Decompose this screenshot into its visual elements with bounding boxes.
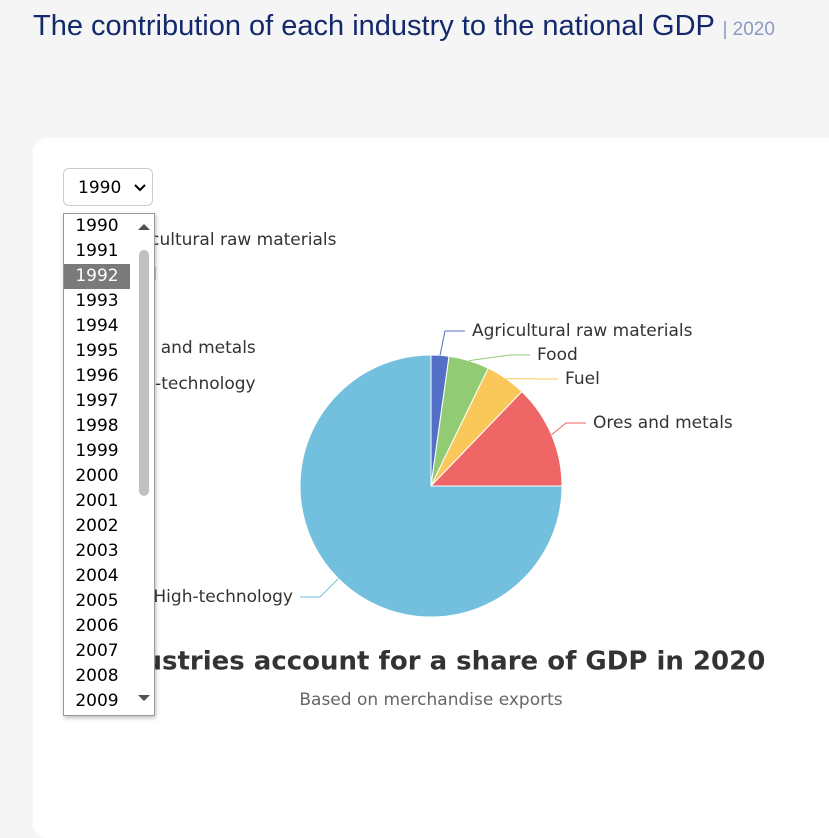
slice-label: Ores and metals — [593, 413, 733, 433]
option[interactable]: 2002 — [64, 514, 130, 539]
year-select[interactable]: 1990 — [63, 168, 153, 206]
page: The contribution of each industry to the… — [0, 0, 829, 778]
option[interactable]: 2009 — [64, 689, 130, 714]
option[interactable]: 1994 — [64, 314, 130, 339]
slice-label: High-technology — [153, 587, 293, 607]
label-line — [440, 331, 465, 355]
option[interactable]: 2004 — [64, 564, 130, 589]
selected-year: 1990 — [78, 178, 121, 198]
label-line — [469, 355, 530, 361]
option[interactable]: 1997 — [64, 389, 130, 414]
option[interactable]: 1998 — [64, 414, 130, 439]
option[interactable]: 1995 — [64, 339, 130, 364]
option[interactable]: 1999 — [64, 439, 130, 464]
scroll-thumb[interactable] — [139, 250, 149, 496]
option[interactable]: 2003 — [64, 539, 130, 564]
option[interactable]: 2006 — [64, 614, 130, 639]
label-line — [552, 423, 586, 435]
option[interactable]: 1993 — [64, 289, 130, 314]
option[interactable]: 2000 — [64, 464, 130, 489]
select-arrow — [134, 183, 146, 193]
option[interactable]: 1990 — [64, 214, 130, 239]
option[interactable]: 2008 — [64, 664, 130, 689]
option[interactable]: 1996 — [64, 364, 130, 389]
label-line — [300, 579, 338, 597]
slice-label: Agricultural raw materials — [472, 321, 693, 341]
slice-label: Fuel — [565, 369, 600, 389]
chart-title: Industries account for a share of GDP in… — [97, 647, 766, 677]
option[interactable]: 2007 — [64, 639, 130, 664]
chart-subtitle: Based on merchandise exports — [299, 690, 562, 710]
scrollbar[interactable] — [134, 214, 154, 715]
slice-label: Food — [537, 345, 578, 365]
option[interactable]: 1992 — [64, 264, 130, 289]
option[interactable]: 2001 — [64, 489, 130, 514]
option[interactable]: 2005 — [64, 589, 130, 614]
option[interactable]: 1991 — [64, 239, 130, 264]
